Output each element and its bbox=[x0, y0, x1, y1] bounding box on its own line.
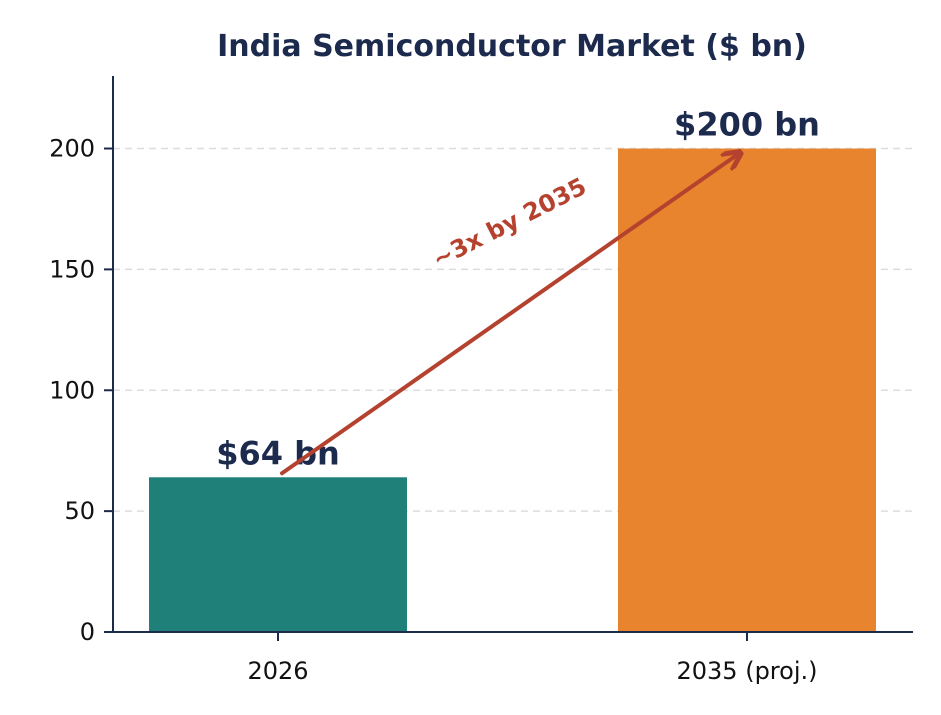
data-label: $64 bn bbox=[216, 434, 340, 472]
y-tick-label: 0 bbox=[80, 618, 95, 646]
bar bbox=[618, 148, 876, 633]
y-tick-label: 100 bbox=[49, 376, 95, 404]
y-axis-ticks: 0 50 100 150 200 bbox=[49, 135, 113, 646]
y-tick-label: 150 bbox=[49, 255, 95, 283]
data-labels: $64 bn $200 bn bbox=[216, 106, 820, 473]
growth-annotation: ~3x by 2035 bbox=[428, 172, 591, 273]
bar bbox=[149, 477, 407, 632]
data-label: $200 bn bbox=[674, 106, 820, 144]
x-tick-label: 2026 bbox=[247, 657, 308, 685]
chart-title: India Semiconductor Market ($ bn) bbox=[217, 29, 807, 64]
x-axis-ticks: 2026 2035 (proj.) bbox=[247, 632, 818, 685]
y-tick-label: 200 bbox=[49, 135, 95, 163]
bars bbox=[149, 148, 876, 633]
y-tick-label: 50 bbox=[64, 497, 95, 525]
x-tick-label: 2035 (proj.) bbox=[677, 657, 818, 685]
growth-arrow bbox=[280, 154, 739, 476]
